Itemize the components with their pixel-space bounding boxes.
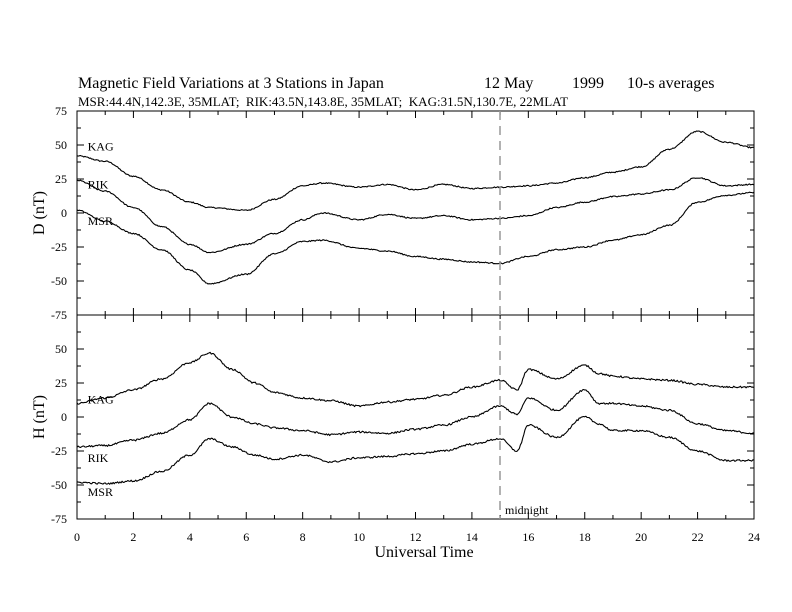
y-axis-label: D (nT) [31, 191, 48, 235]
series-label-msr: MSR [88, 214, 113, 228]
d-component-panel: -75 -50 -25 0 25 50 75 D (nT) KAG RIK MSR [31, 104, 755, 322]
series-line-rik [76, 177, 755, 254]
series-line-msr [76, 415, 755, 485]
chart-title-left: Magnetic Field Variations at 3 Stations … [78, 75, 384, 92]
x-axis-label: Universal Time [374, 544, 473, 561]
x-tick-label: 0 [74, 530, 80, 544]
series-label-kag: KAG [88, 139, 114, 153]
y-tick-label: -50 [51, 274, 67, 288]
x-tick-label: 6 [243, 530, 249, 544]
series-line-rik [76, 388, 755, 449]
series-line-kag [76, 130, 754, 212]
x-tick-label: 16 [522, 530, 534, 544]
midnight-label: midnight [505, 503, 549, 517]
chart-title-right: 10-s averages [627, 75, 715, 92]
x-tick-label: 8 [300, 530, 306, 544]
x-tick-label: 14 [466, 530, 478, 544]
series-label-rik: RIK [88, 451, 109, 465]
series-label-rik: RIK [88, 178, 109, 192]
y-tick-label: 25 [55, 376, 67, 390]
y-tick-label: -75 [51, 512, 67, 526]
x-tick-label: 22 [692, 530, 704, 544]
panel-frame [76, 314, 755, 520]
x-tick-label: 18 [579, 530, 591, 544]
y-tick-label: 0 [61, 410, 67, 424]
series-line-msr [76, 191, 755, 285]
x-tick-label: 12 [410, 530, 422, 544]
chart-title-day: 12 May [484, 75, 533, 92]
y-tick-label: 0 [61, 206, 67, 220]
panel-frame [76, 110, 755, 316]
series-label-msr: MSR [88, 485, 113, 499]
y-tick-label: -25 [51, 444, 67, 458]
x-tick-label: 4 [187, 530, 193, 544]
y-tick-label: 50 [55, 342, 67, 356]
chart-title-year: 1999 [572, 75, 604, 92]
y-axis-label: H (nT) [31, 395, 48, 439]
chart-subtitle: MSR:44.4N,142.3E, 35MLAT; RIK:43.5N,143.… [78, 94, 568, 109]
x-tick-label: 20 [635, 530, 647, 544]
y-tick-label: 25 [55, 172, 67, 186]
y-tick-label: 75 [55, 104, 67, 118]
series-label-kag: KAG [88, 392, 114, 406]
x-tick-label: 24 [748, 530, 760, 544]
series-line-kag [76, 351, 755, 408]
y-tick-label: -75 [51, 308, 67, 322]
y-tick-label: -50 [51, 478, 67, 492]
y-tick-label: 50 [55, 138, 67, 152]
y-tick-label: -25 [51, 240, 67, 254]
x-tick-label: 2 [130, 530, 136, 544]
x-tick-label: 10 [353, 530, 365, 544]
